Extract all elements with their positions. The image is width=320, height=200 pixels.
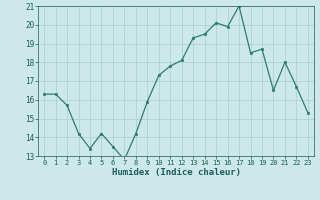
X-axis label: Humidex (Indice chaleur): Humidex (Indice chaleur)	[111, 168, 241, 177]
